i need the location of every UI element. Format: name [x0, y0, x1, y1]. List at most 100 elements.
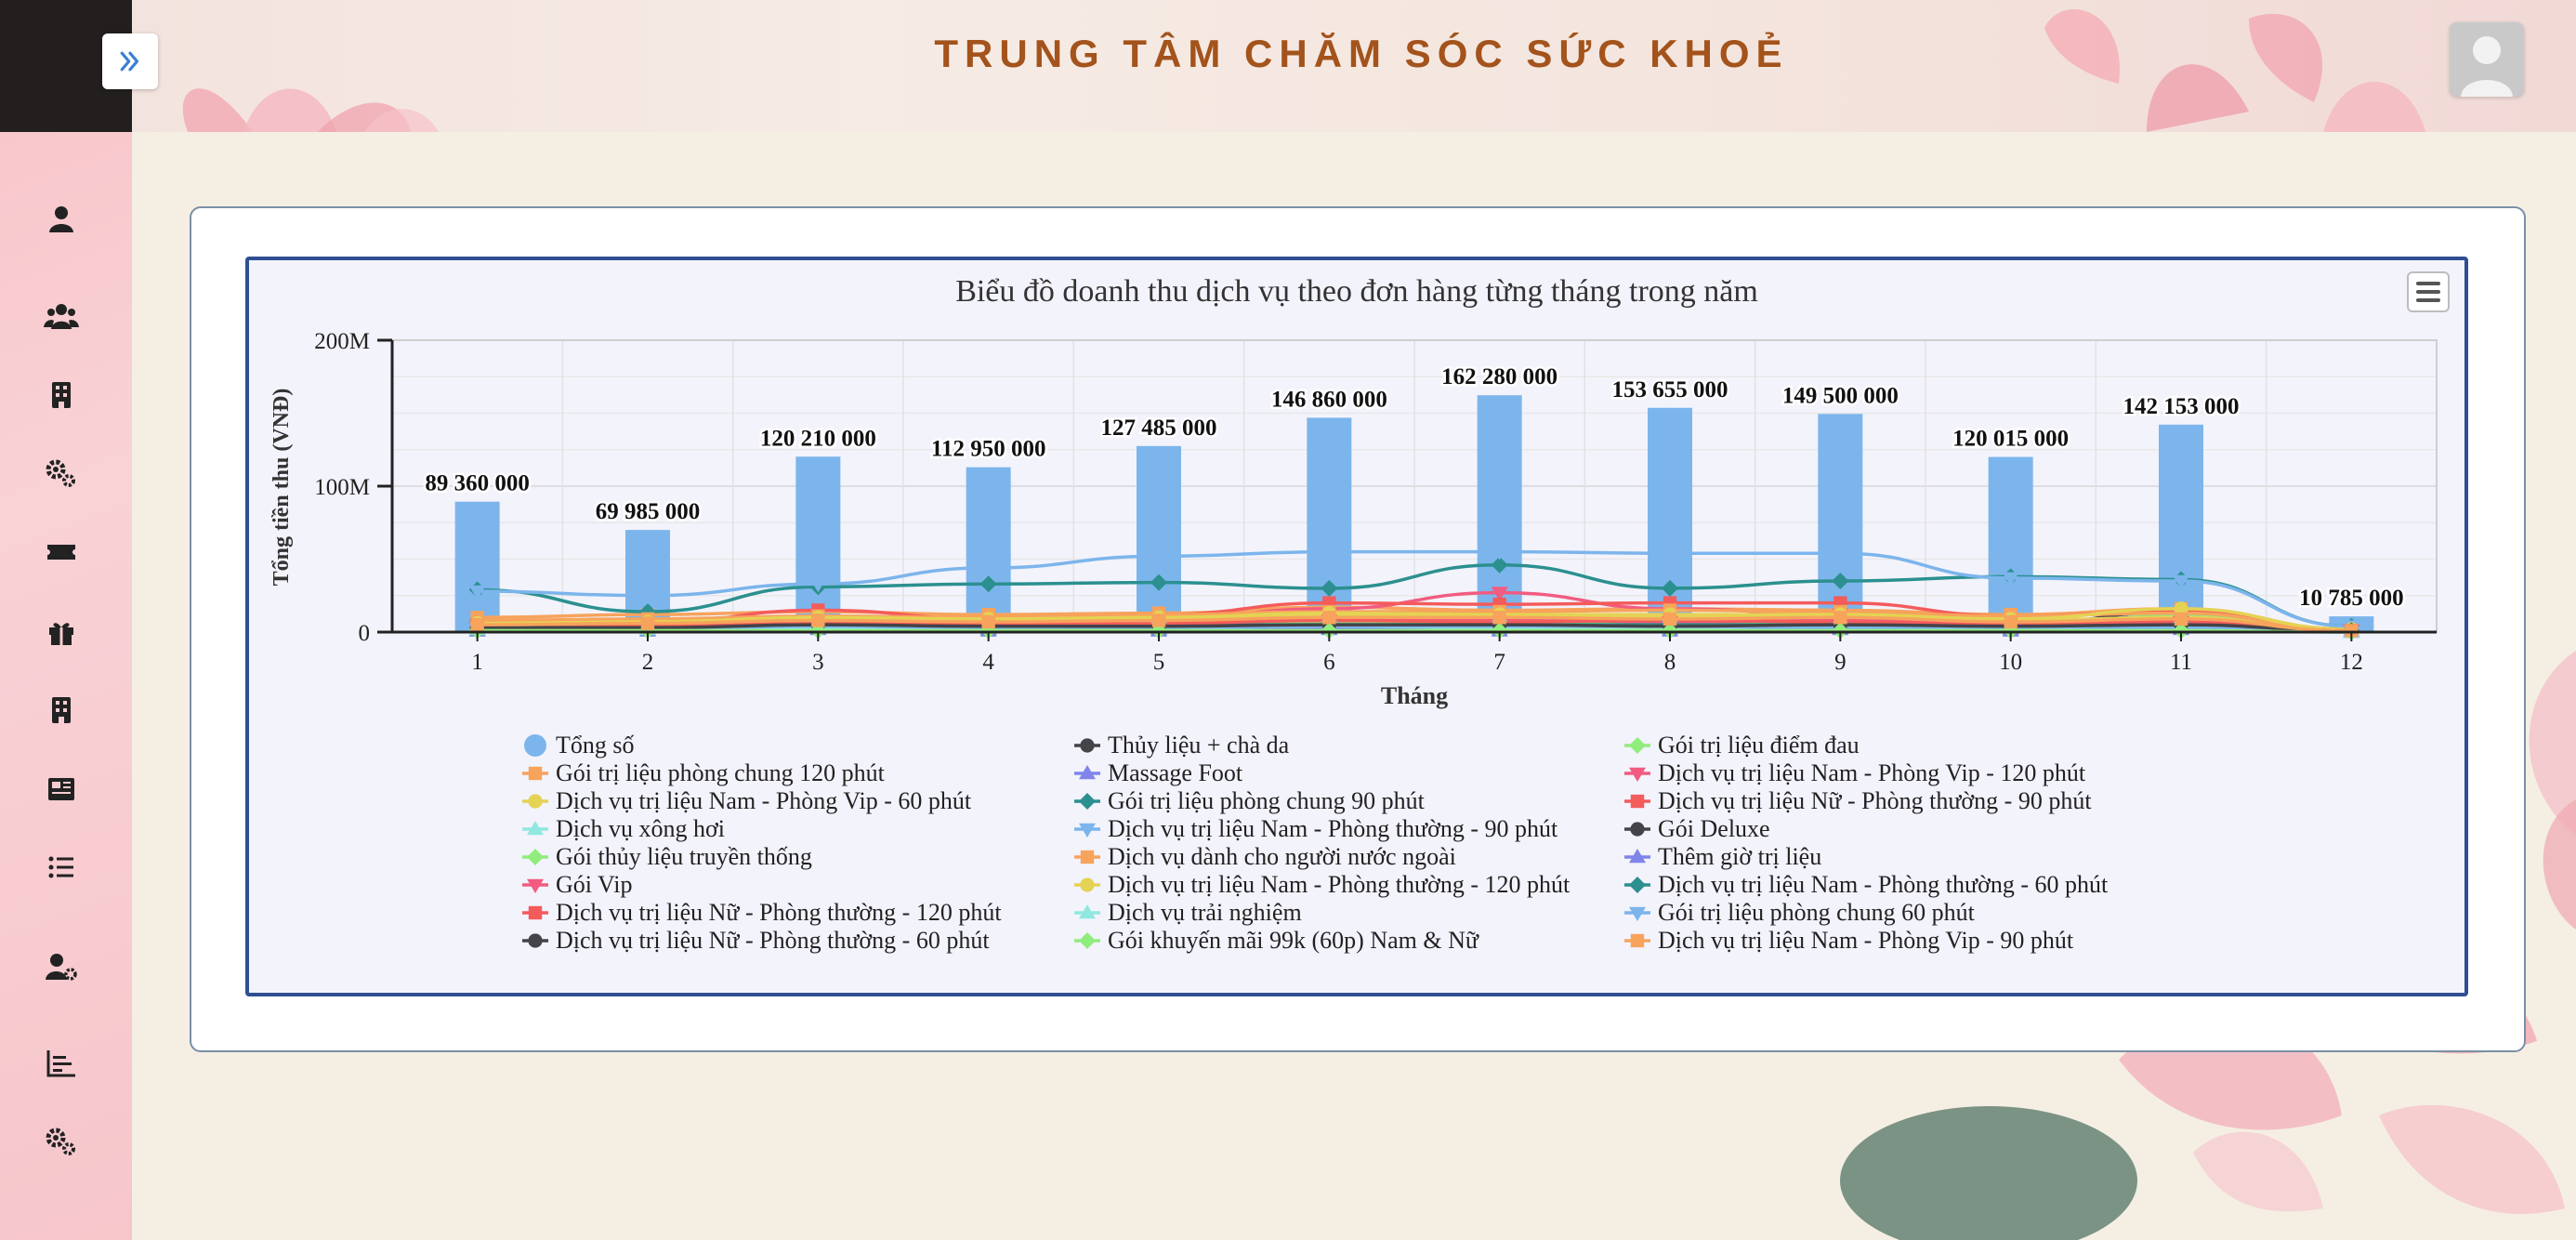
legend-label: Gói Deluxe — [1658, 815, 1770, 842]
series-point[interactable] — [1491, 622, 1508, 640]
lotus-petal-decoration-icon — [2529, 651, 2576, 930]
series-point[interactable] — [639, 603, 656, 621]
legend-item[interactable]: Thêm giờ trị liệu — [1624, 843, 1821, 870]
legend-item[interactable]: Gói trị liệu phòng chung 60 phút — [1624, 899, 1976, 926]
x-tick-label: 6 — [1323, 650, 1335, 675]
series-point[interactable] — [981, 614, 995, 629]
legend-item[interactable]: Dịch vụ trị liệu Nữ - Phòng thường - 90 … — [1624, 787, 2092, 814]
sidebar-item-10[interactable] — [43, 948, 80, 985]
sidebar-item-6[interactable] — [43, 613, 80, 651]
series-point[interactable] — [1662, 622, 1678, 640]
avatar[interactable] — [2450, 22, 2524, 97]
bar-month-5[interactable] — [1137, 445, 1181, 632]
legend-item[interactable]: Thủy liệu + chà da — [1074, 732, 1290, 759]
series-point[interactable] — [809, 577, 827, 593]
series-point[interactable] — [1492, 611, 1506, 625]
series-point[interactable] — [640, 616, 655, 630]
legend-item[interactable]: Gói thủy liệu truyền thống — [522, 843, 812, 870]
legend-symbol — [524, 734, 546, 757]
legend-item[interactable]: Dịch vụ trị liệu Nữ - Phòng thường - 60 … — [522, 927, 990, 954]
sidebar-toggle-button[interactable] — [102, 33, 158, 89]
series-23 — [470, 611, 2359, 638]
series-point[interactable] — [979, 561, 997, 576]
legend-symbol — [527, 821, 544, 836]
legend-item[interactable]: Gói trị liệu phòng chung 90 phút — [1074, 787, 1426, 814]
legend-item[interactable]: Dịch vụ trị liệu Nam - Phòng thường - 12… — [1074, 871, 1571, 898]
series-point[interactable] — [1833, 611, 1847, 625]
series-point[interactable] — [979, 575, 997, 593]
chart-menu-button[interactable] — [2407, 271, 2450, 312]
series-point[interactable] — [1663, 612, 1677, 627]
bar-month-10[interactable] — [1988, 456, 2033, 632]
sidebar-item-4[interactable] — [43, 455, 80, 493]
legend-symbol — [1629, 737, 1646, 754]
series-point[interactable] — [811, 613, 825, 627]
sidebar-item-11[interactable] — [43, 1045, 80, 1082]
x-tick-label: 3 — [812, 650, 824, 675]
bar-month-1[interactable] — [454, 501, 500, 632]
series-point[interactable] — [1491, 587, 1508, 601]
series-point[interactable] — [1662, 547, 1678, 562]
legend-item[interactable]: Gói khuyến mãi 99k (60p) Nam & Nữ — [1074, 927, 1479, 954]
legend-item[interactable]: Gói Deluxe — [1624, 815, 1770, 842]
series-point[interactable] — [2173, 574, 2189, 590]
gears-icon — [46, 459, 75, 487]
legend-item[interactable]: Dịch vụ dành cho người nước ngoài — [1074, 843, 1456, 870]
legend-item[interactable]: Massage Foot — [1074, 759, 1243, 786]
series-point[interactable] — [639, 589, 656, 604]
series-point[interactable] — [1662, 579, 1678, 597]
series-point[interactable] — [2002, 572, 2019, 587]
series-point[interactable] — [1321, 622, 1338, 640]
legend-label: Dịch vụ trị liệu Nam - Phòng Vip - 120 p… — [1658, 759, 2086, 786]
series-point[interactable] — [468, 585, 486, 600]
legend-item[interactable]: Dịch vụ trải nghiệm — [1074, 899, 1302, 926]
x-tick-label: 4 — [982, 650, 994, 675]
legend-item[interactable]: Gói trị liệu phòng chung 120 phút — [522, 759, 886, 786]
series-point[interactable] — [1832, 573, 1849, 590]
series-point[interactable] — [1150, 574, 1167, 591]
sidebar-item-7[interactable] — [43, 692, 80, 729]
sidebar-item-2[interactable] — [43, 297, 80, 335]
sidebar-item-5[interactable] — [43, 534, 80, 571]
legend-symbol — [1629, 767, 1646, 782]
series-point[interactable] — [2174, 612, 2188, 627]
series-point[interactable] — [1150, 550, 1167, 565]
sidebar-item-9[interactable] — [43, 849, 80, 886]
legend-item[interactable]: Tổng số — [524, 732, 635, 759]
sidebar-item-8[interactable] — [43, 771, 80, 808]
legend-item[interactable]: Dịch vụ trị liệu Nam - Phòng thường - 90… — [1074, 815, 1558, 842]
bar-month-4[interactable] — [966, 467, 1011, 632]
series-point[interactable] — [1322, 611, 1336, 625]
legend-symbol — [1079, 932, 1096, 949]
bar-month-9[interactable] — [1818, 414, 1863, 632]
series-point[interactable] — [1491, 556, 1508, 574]
legend-item[interactable]: Dịch vụ trị liệu Nam - Phòng Vip - 60 ph… — [522, 787, 972, 814]
sidebar-item-3[interactable] — [43, 376, 80, 414]
series-point[interactable] — [1321, 579, 1338, 597]
legend-item[interactable]: Dịch vụ trị liệu Nam - Phòng thường - 60… — [1624, 871, 2109, 898]
series-point[interactable] — [1321, 546, 1338, 561]
legend-item[interactable]: Dịch vụ trị liệu Nam - Phòng Vip - 90 ph… — [1624, 927, 2074, 954]
chart-bar-icon — [46, 1050, 75, 1077]
series-point[interactable] — [1491, 546, 1508, 561]
legend-item[interactable]: Gói Vip — [522, 871, 632, 898]
legend-item[interactable]: Dịch vụ trị liệu Nam - Phòng Vip - 120 p… — [1624, 759, 2086, 786]
series-point[interactable] — [1832, 547, 1849, 562]
series-point[interactable] — [470, 617, 484, 632]
legend-item[interactable]: Dịch vụ xông hơi — [522, 815, 725, 842]
series-point[interactable] — [2004, 614, 2017, 629]
bar-month-3[interactable] — [795, 456, 841, 632]
series-point[interactable] — [1832, 622, 1849, 640]
sidebar-item-1[interactable] — [43, 201, 80, 238]
bar-month-11[interactable] — [2159, 424, 2203, 632]
series-point[interactable] — [2173, 622, 2189, 640]
legend-label: Dịch vụ trải nghiệm — [1108, 899, 1302, 926]
sidebar-item-12[interactable] — [43, 1124, 80, 1161]
series-point[interactable] — [1151, 613, 1166, 627]
page-title: TRUNG TÂM CHĂM SÓC SỨC KHOẺ — [934, 32, 1789, 75]
legend-label: Tổng số — [556, 732, 635, 759]
series-line — [477, 628, 2352, 634]
legend-item[interactable]: Gói trị liệu điểm đau — [1624, 732, 1860, 759]
series-point[interactable] — [2345, 624, 2359, 638]
legend-item[interactable]: Dịch vụ trị liệu Nữ - Phòng thường - 120… — [522, 899, 1002, 926]
